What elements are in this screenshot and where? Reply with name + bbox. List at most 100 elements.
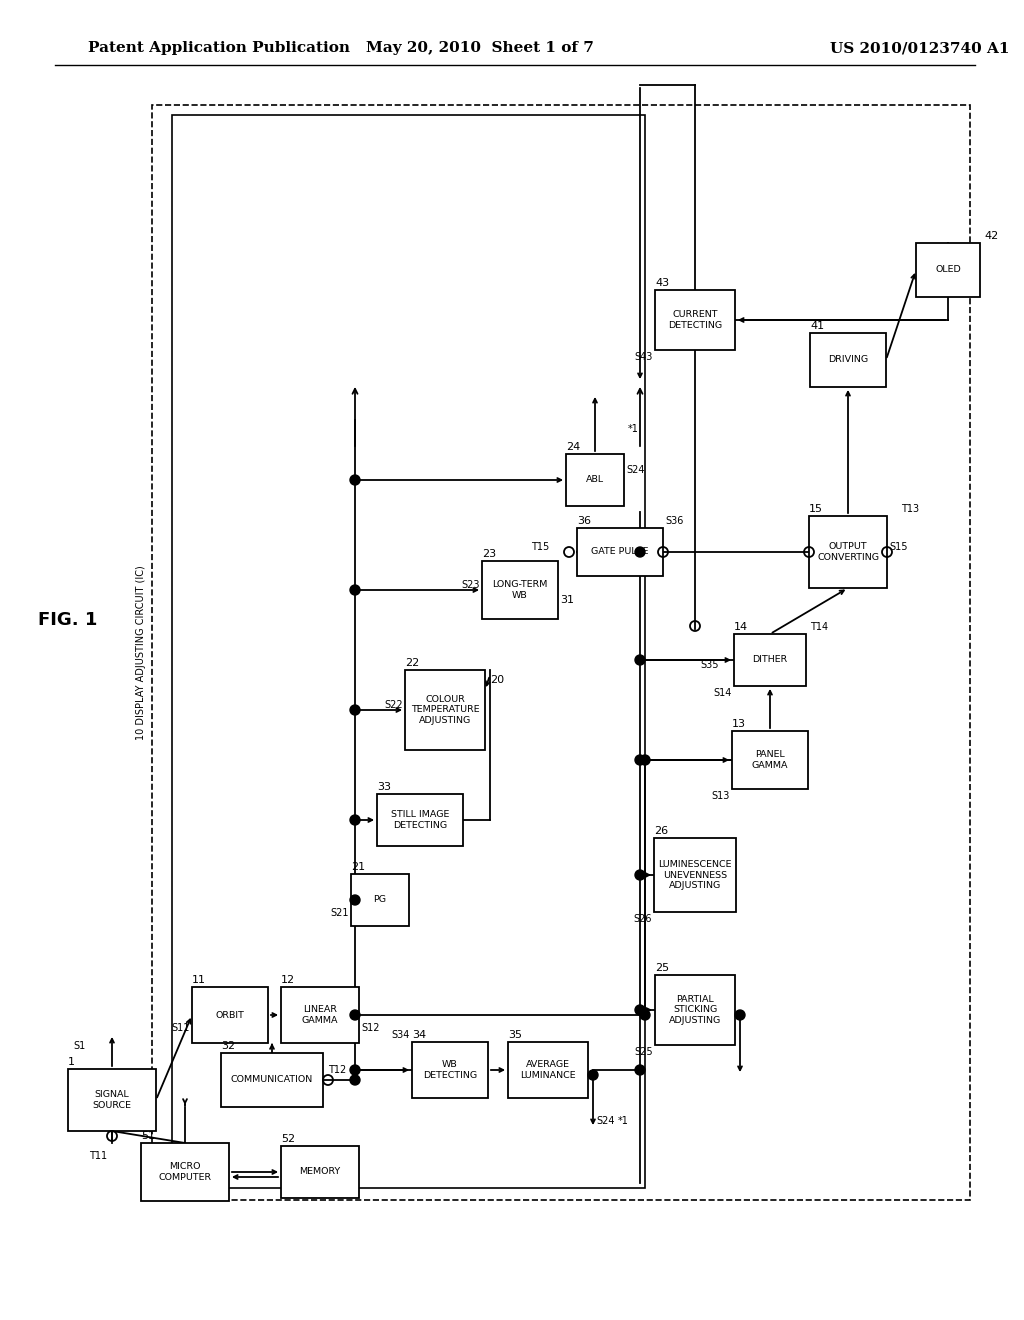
Bar [810, 333, 886, 387]
Text: S26: S26 [634, 913, 652, 924]
Circle shape [350, 1074, 360, 1085]
Text: T11: T11 [89, 1151, 106, 1162]
Bar [351, 874, 409, 927]
Circle shape [635, 755, 645, 766]
Text: S34: S34 [391, 1030, 410, 1040]
Text: 26: 26 [654, 826, 668, 836]
Text: *1: *1 [628, 424, 639, 434]
Text: S23: S23 [462, 579, 480, 590]
Text: PANEL
GAMMA: PANEL GAMMA [752, 750, 788, 770]
Text: FIG. 1: FIG. 1 [38, 611, 97, 630]
Text: S13: S13 [712, 791, 730, 801]
Text: PARTIAL
STICKING
ADJUSTING: PARTIAL STICKING ADJUSTING [669, 995, 721, 1024]
Text: 14: 14 [734, 622, 749, 632]
Text: 41: 41 [810, 321, 824, 331]
Text: S24: S24 [596, 1115, 614, 1126]
Text: 15: 15 [809, 504, 823, 513]
Text: MICRO
COMPUTER: MICRO COMPUTER [159, 1163, 212, 1181]
Text: LINEAR
GAMMA: LINEAR GAMMA [302, 1006, 338, 1024]
Text: *1: *1 [618, 1115, 629, 1126]
Text: 22: 22 [406, 657, 419, 668]
Circle shape [350, 585, 360, 595]
Text: S22: S22 [384, 700, 403, 710]
Bar [172, 115, 645, 1188]
Text: COLOUR
TEMPERATURE
ADJUSTING: COLOUR TEMPERATURE ADJUSTING [411, 696, 479, 725]
Bar [68, 1069, 156, 1131]
Bar [577, 528, 663, 576]
Text: LONG-TERM
WB: LONG-TERM WB [493, 581, 548, 599]
Text: 23: 23 [482, 549, 496, 558]
Circle shape [635, 546, 645, 557]
Text: 25: 25 [655, 964, 669, 973]
Text: ORBIT: ORBIT [216, 1011, 245, 1019]
Circle shape [350, 895, 360, 906]
Text: Patent Application Publication: Patent Application Publication [88, 41, 350, 55]
Text: COMMUNICATION: COMMUNICATION [230, 1076, 313, 1085]
Circle shape [350, 1065, 360, 1074]
Text: T15: T15 [530, 543, 549, 552]
Text: T13: T13 [901, 504, 920, 513]
Text: AVERAGE
LUMINANCE: AVERAGE LUMINANCE [520, 1060, 575, 1080]
Text: STILL IMAGE
DETECTING: STILL IMAGE DETECTING [391, 810, 450, 830]
Text: S21: S21 [331, 908, 349, 917]
Text: 24: 24 [566, 442, 581, 451]
Bar [412, 1041, 488, 1098]
Text: T14: T14 [810, 622, 828, 632]
Text: GATE PULSE: GATE PULSE [591, 548, 649, 557]
Text: 35: 35 [508, 1030, 522, 1040]
Bar [482, 561, 558, 619]
Text: S36: S36 [665, 516, 683, 525]
Text: 10 DISPLAY ADJUSTING CIRCUIT (IC): 10 DISPLAY ADJUSTING CIRCUIT (IC) [136, 565, 146, 741]
Circle shape [350, 1010, 360, 1020]
Text: 20: 20 [490, 675, 504, 685]
Circle shape [640, 1010, 650, 1020]
Text: S24: S24 [626, 465, 644, 475]
Text: 21: 21 [351, 862, 366, 873]
Text: 31: 31 [560, 595, 574, 605]
Text: T12: T12 [328, 1065, 346, 1074]
Text: 43: 43 [655, 279, 669, 288]
Text: S14: S14 [714, 688, 732, 698]
Text: 12: 12 [281, 975, 295, 985]
Text: S11: S11 [172, 1023, 190, 1034]
Bar [655, 975, 735, 1045]
Bar [566, 454, 624, 506]
Text: S35: S35 [700, 660, 719, 671]
Text: LUMINESCENCE
UNEVENNESS
ADJUSTING: LUMINESCENCE UNEVENNESS ADJUSTING [658, 861, 732, 890]
Circle shape [350, 814, 360, 825]
Circle shape [635, 870, 645, 880]
Text: S12: S12 [361, 1023, 380, 1034]
Bar [152, 106, 970, 1200]
Circle shape [635, 1065, 645, 1074]
Text: 33: 33 [377, 781, 391, 792]
Circle shape [635, 655, 645, 665]
Text: S15: S15 [889, 543, 907, 552]
Text: S1: S1 [73, 1041, 85, 1051]
Bar [281, 987, 359, 1043]
Text: 11: 11 [193, 975, 206, 985]
Bar [193, 987, 268, 1043]
Circle shape [350, 705, 360, 715]
Bar [655, 290, 735, 350]
Bar [809, 516, 887, 587]
Bar [281, 1146, 359, 1199]
Text: 32: 32 [221, 1041, 236, 1051]
Bar [221, 1053, 323, 1107]
Text: 13: 13 [732, 719, 746, 729]
Bar [916, 243, 980, 297]
Text: ABL: ABL [586, 475, 604, 484]
Text: SIGNAL
SOURCE: SIGNAL SOURCE [92, 1090, 131, 1110]
Bar [734, 634, 806, 686]
Bar [508, 1041, 588, 1098]
Text: US 2010/0123740 A1: US 2010/0123740 A1 [830, 41, 1010, 55]
Text: WB
DETECTING: WB DETECTING [423, 1060, 477, 1080]
Text: May 20, 2010  Sheet 1 of 7: May 20, 2010 Sheet 1 of 7 [366, 41, 594, 55]
Text: S43: S43 [635, 352, 653, 362]
Text: S25: S25 [635, 1047, 653, 1057]
Circle shape [350, 475, 360, 484]
Text: 36: 36 [577, 516, 591, 525]
Circle shape [635, 1005, 645, 1015]
Text: 52: 52 [281, 1134, 295, 1144]
Bar [654, 838, 736, 912]
Bar [732, 731, 808, 789]
